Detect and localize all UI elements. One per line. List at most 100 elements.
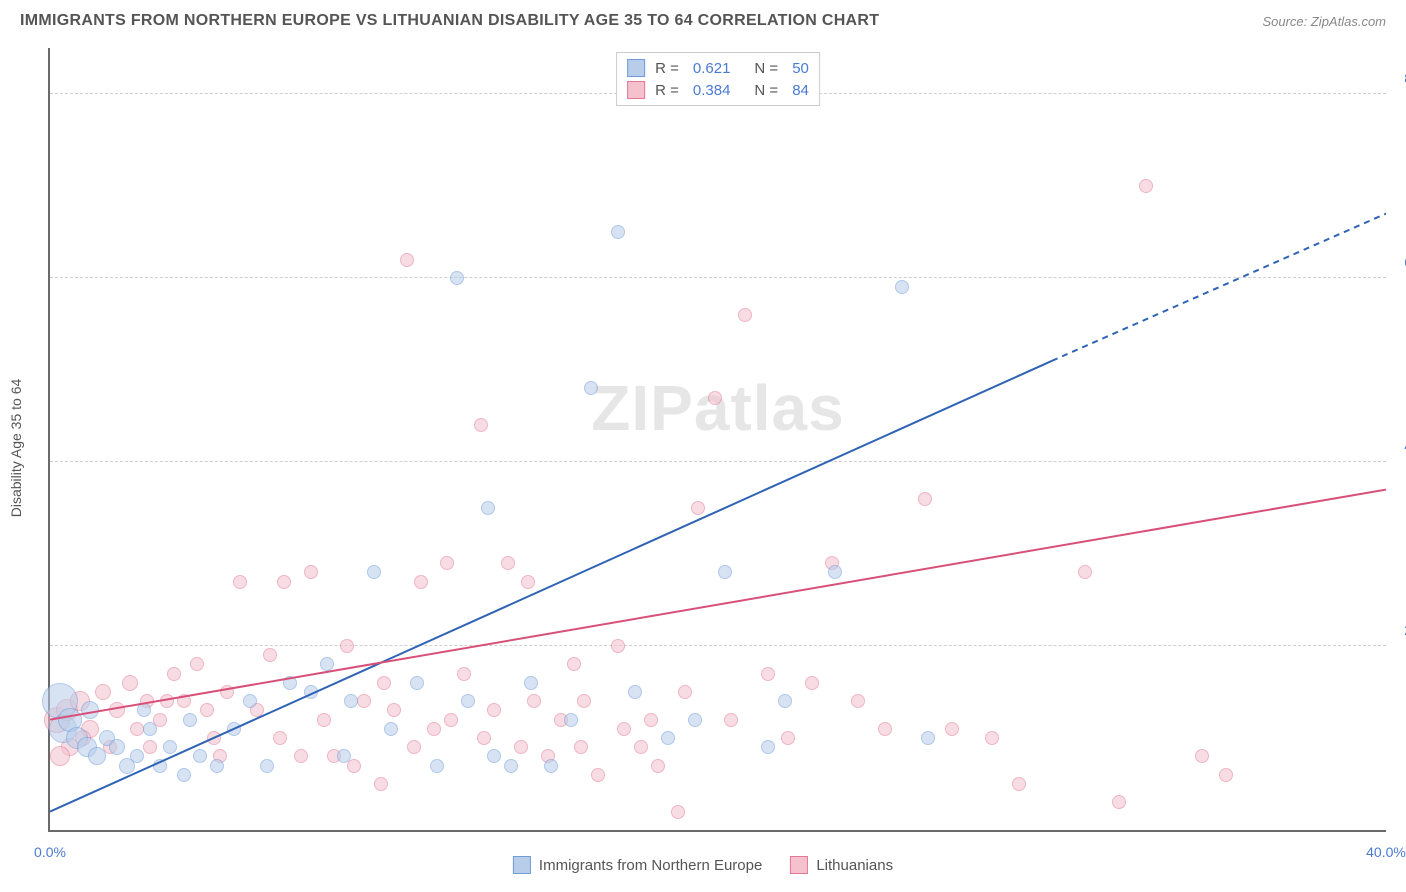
- legend-r-value: 0.621: [693, 60, 731, 77]
- scatter-point: [521, 575, 535, 589]
- legend-label: Immigrants from Northern Europe: [539, 857, 762, 874]
- scatter-point: [514, 740, 528, 754]
- scatter-point: [504, 759, 518, 773]
- scatter-point: [501, 556, 515, 570]
- scatter-point: [320, 657, 334, 671]
- scatter-point: [450, 271, 464, 285]
- scatter-point: [283, 676, 297, 690]
- scatter-point: [243, 694, 257, 708]
- legend-n-value: 50: [792, 60, 809, 77]
- scatter-point: [1012, 777, 1026, 791]
- scatter-point: [487, 703, 501, 717]
- scatter-point: [985, 731, 999, 745]
- scatter-point: [81, 701, 99, 719]
- scatter-point: [651, 759, 665, 773]
- legend-item: Lithuanians: [790, 856, 893, 874]
- scatter-point: [183, 713, 197, 727]
- scatter-point: [574, 740, 588, 754]
- legend-r-label: R =: [655, 60, 679, 77]
- scatter-point: [109, 739, 125, 755]
- scatter-point: [130, 749, 144, 763]
- scatter-point: [474, 418, 488, 432]
- scatter-point: [137, 703, 151, 717]
- scatter-point: [805, 676, 819, 690]
- scatter-point: [193, 749, 207, 763]
- scatter-point: [718, 565, 732, 579]
- scatter-point: [95, 684, 111, 700]
- legend-row: R = 0.621 N = 50: [627, 57, 809, 79]
- y-axis-label: Disability Age 35 to 64: [8, 379, 24, 518]
- chart-title: IMMIGRANTS FROM NORTHERN EUROPE VS LITHU…: [20, 12, 879, 30]
- x-tick-label: 40.0%: [1366, 844, 1406, 860]
- scatter-point: [273, 731, 287, 745]
- scatter-point: [671, 805, 685, 819]
- chart-header: IMMIGRANTS FROM NORTHERN EUROPE VS LITHU…: [0, 0, 1406, 38]
- scatter-point: [384, 722, 398, 736]
- series-legend: Immigrants from Northern Europe Lithuania…: [513, 856, 893, 874]
- scatter-point: [678, 685, 692, 699]
- scatter-point: [357, 694, 371, 708]
- scatter-point: [233, 575, 247, 589]
- chart-area: Disability Age 35 to 64 ZIPatlas R =0.62…: [48, 48, 1386, 832]
- scatter-point: [430, 759, 444, 773]
- legend-r-label: R =: [655, 82, 679, 99]
- scatter-point: [708, 391, 722, 405]
- scatter-point: [440, 556, 454, 570]
- gridline-h: [50, 461, 1386, 462]
- scatter-point: [524, 676, 538, 690]
- scatter-point: [427, 722, 441, 736]
- scatter-point: [407, 740, 421, 754]
- scatter-point: [130, 722, 144, 736]
- scatter-point: [661, 731, 675, 745]
- scatter-point: [1078, 565, 1092, 579]
- scatter-point: [340, 639, 354, 653]
- scatter-point: [591, 768, 605, 782]
- scatter-point: [167, 667, 181, 681]
- scatter-point: [50, 746, 70, 766]
- plot-region: ZIPatlas R =0.621N =50R =0.384N =84 20.0…: [48, 48, 1386, 832]
- source-attribution: Source: ZipAtlas.com: [1262, 14, 1386, 29]
- correlation-legend: R =0.621N =50R =0.384N =84: [616, 52, 820, 106]
- scatter-point: [143, 722, 157, 736]
- scatter-point: [337, 749, 351, 763]
- scatter-point: [527, 694, 541, 708]
- legend-r-value: 0.384: [693, 82, 731, 99]
- scatter-point: [160, 694, 174, 708]
- scatter-point: [277, 575, 291, 589]
- scatter-point: [400, 253, 414, 267]
- scatter-point: [444, 713, 458, 727]
- legend-row: R =0.384N =84: [627, 79, 809, 101]
- scatter-point: [644, 713, 658, 727]
- scatter-point: [1195, 749, 1209, 763]
- scatter-point: [895, 280, 909, 294]
- scatter-point: [945, 722, 959, 736]
- scatter-point: [628, 685, 642, 699]
- scatter-point: [263, 648, 277, 662]
- scatter-point: [317, 713, 331, 727]
- scatter-point: [738, 308, 752, 322]
- scatter-point: [781, 731, 795, 745]
- scatter-point: [210, 759, 224, 773]
- scatter-point: [564, 713, 578, 727]
- scatter-point: [544, 759, 558, 773]
- scatter-point: [921, 731, 935, 745]
- scatter-point: [461, 694, 475, 708]
- scatter-point: [691, 501, 705, 515]
- scatter-point: [878, 722, 892, 736]
- scatter-point: [584, 381, 598, 395]
- scatter-point: [153, 759, 167, 773]
- scatter-point: [1139, 179, 1153, 193]
- scatter-point: [143, 740, 157, 754]
- scatter-point: [688, 713, 702, 727]
- scatter-point: [778, 694, 792, 708]
- scatter-point: [200, 703, 214, 717]
- legend-n-label: N =: [754, 60, 778, 77]
- scatter-point: [617, 722, 631, 736]
- scatter-point: [304, 685, 318, 699]
- scatter-point: [477, 731, 491, 745]
- scatter-point: [410, 676, 424, 690]
- legend-item: Immigrants from Northern Europe: [513, 856, 762, 874]
- scatter-point: [611, 639, 625, 653]
- scatter-point: [577, 694, 591, 708]
- scatter-point: [1219, 768, 1233, 782]
